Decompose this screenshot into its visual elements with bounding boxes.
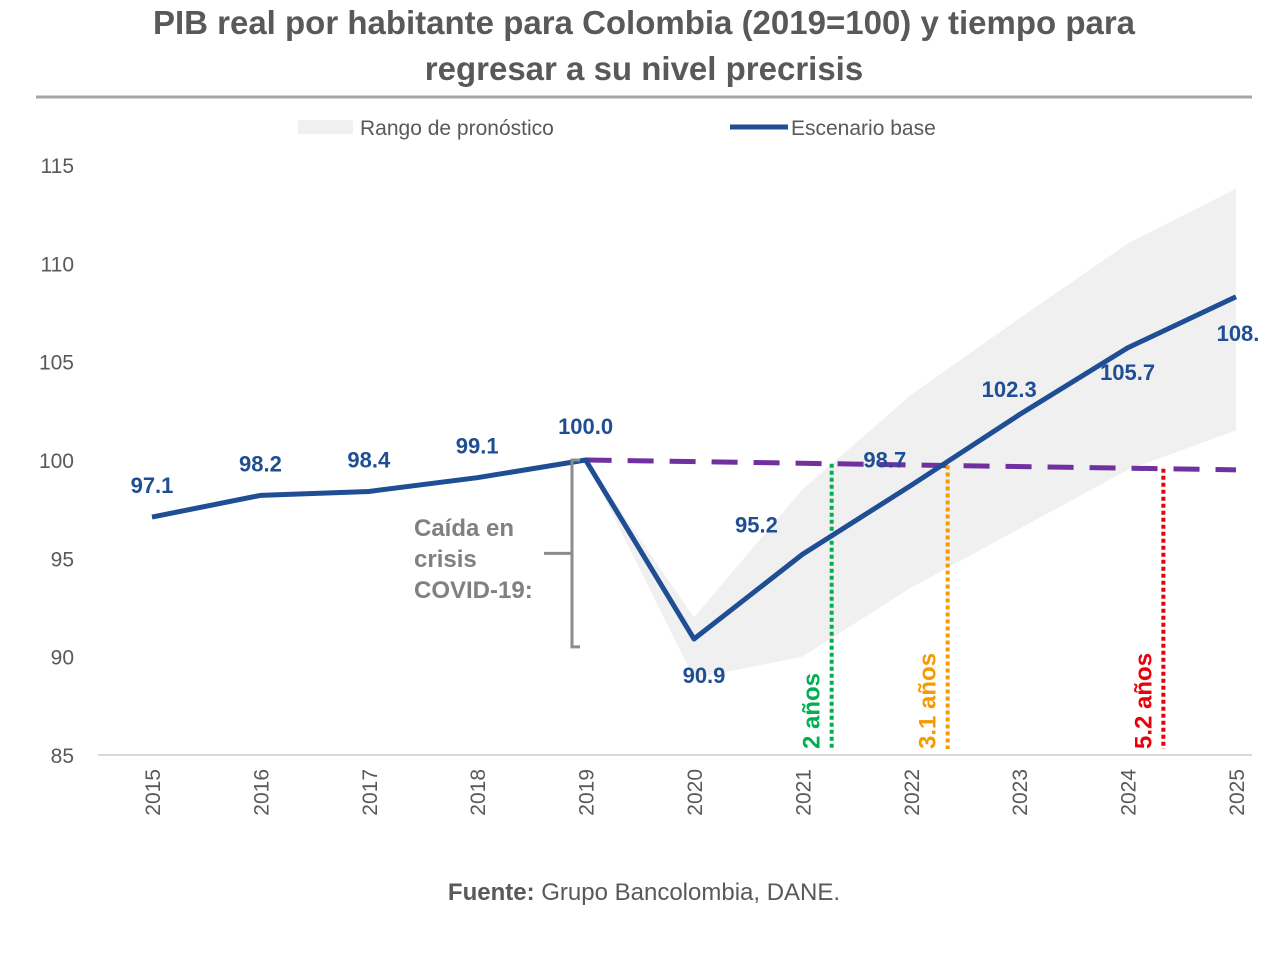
series-line-escenario-base (151, 294, 1238, 642)
covid-annotation: Caída en crisis COVID-19: (414, 458, 580, 649)
y-tick-label: 90 (51, 647, 74, 670)
legend-line-label: Escenario base (791, 117, 936, 140)
x-tick-label: 2016 (250, 769, 273, 816)
legend-band-label: Rango de pronóstico (360, 117, 554, 140)
data-label: 100.0 (558, 414, 613, 439)
y-tick-label: 115 (41, 155, 74, 178)
covid-bracket (544, 458, 580, 649)
annotation-line2: crisis (414, 546, 477, 573)
x-tick-label: 2023 (1009, 769, 1032, 816)
x-tick-label: 2020 (684, 769, 707, 816)
recovery-marker-label: 5.2 años (1130, 653, 1157, 749)
recovery-marker-label: 3.1 años (915, 653, 942, 749)
data-label: 98.4 (347, 447, 391, 472)
source-note: Fuente: Grupo Bancolombia, DANE. (448, 879, 840, 906)
chart-title-line1: PIB real por habitante para Colombia (20… (153, 4, 1136, 41)
y-tick-label: 100 (39, 450, 74, 473)
x-tick-label: 2019 (576, 769, 599, 816)
forecast-band (585, 188, 1236, 679)
annotation-line1: Caída en (414, 515, 514, 542)
data-label: 97.1 (131, 473, 174, 498)
annotation-line3: COVID-19: (414, 577, 533, 604)
x-tick-label: 2015 (142, 769, 165, 816)
x-tick-label: 2025 (1226, 769, 1249, 816)
legend: Rango de pronóstico Escenario base (298, 117, 936, 140)
y-tick-label: 110 (41, 253, 74, 276)
data-label: 108. (1217, 321, 1260, 346)
y-tick-label: 95 (51, 548, 74, 571)
data-label: 90.9 (683, 663, 726, 688)
source-text: Grupo Bancolombia, DANE. (535, 879, 840, 906)
x-tick-label: 2021 (792, 769, 815, 816)
data-label: 95.2 (735, 512, 778, 537)
precrisis-level-line (585, 457, 1237, 473)
data-label: 98.2 (239, 451, 282, 476)
x-tick-label: 2024 (1118, 769, 1141, 816)
source-bold: Fuente: (448, 879, 535, 906)
y-tick-label: 105 (39, 352, 74, 375)
data-label: 105.7 (1100, 360, 1155, 385)
x-tick-label: 2018 (467, 769, 490, 816)
chart-title-line2: regresar a su nivel precrisis (425, 50, 863, 87)
data-label: 99.1 (456, 434, 499, 459)
legend-band-swatch (298, 120, 353, 134)
recovery-marker-label: 2 años (799, 673, 826, 749)
x-tick-label: 2022 (901, 769, 924, 816)
data-label: 102.3 (982, 377, 1037, 402)
x-tick-label: 2017 (359, 769, 382, 816)
data-label: 98.7 (863, 448, 906, 473)
y-tick-label: 85 (51, 745, 74, 768)
